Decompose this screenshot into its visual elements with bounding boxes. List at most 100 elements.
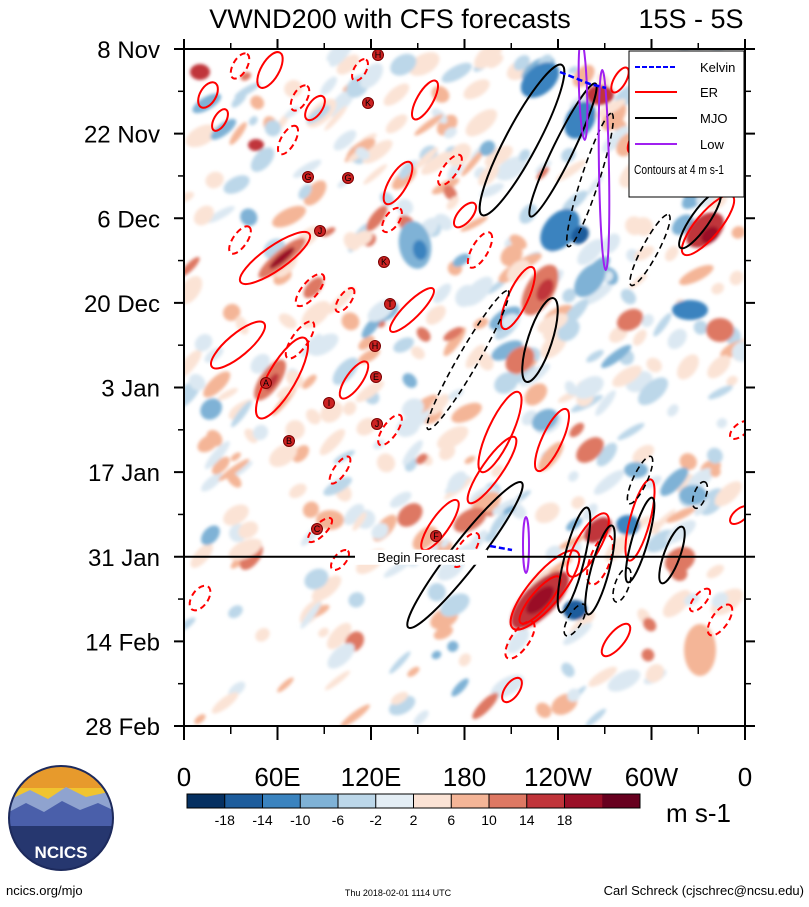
anomaly-blob: [321, 227, 336, 237]
anomaly-blob: [568, 66, 579, 74]
anomaly-blob: [285, 420, 305, 440]
anomaly-blob: [343, 503, 365, 526]
anomaly-blob: [389, 491, 412, 508]
storm-label: B: [286, 436, 292, 446]
wave-contour: [284, 320, 316, 360]
anomaly-blob: [672, 300, 708, 320]
wave-contour: [629, 213, 671, 287]
wave-contour: [624, 496, 656, 584]
anomaly-blob: [440, 538, 450, 548]
anomaly-blob: [685, 355, 695, 366]
footer-timestamp: Thu 2018-02-01 1114 UTC: [344, 888, 452, 898]
forecast-label-bg: [355, 549, 487, 565]
anomaly-blob: [561, 662, 575, 678]
storm-marker: [430, 530, 442, 542]
storm-marker: [384, 298, 396, 310]
anomaly-blob: [302, 374, 317, 389]
anomaly-blob: [616, 308, 644, 332]
anomaly-blob: [568, 471, 579, 482]
anomaly-blob: [248, 116, 258, 126]
anomaly-blob: [502, 505, 516, 515]
anomaly-blob: [184, 191, 194, 203]
anomaly-blob: [660, 467, 689, 496]
wave-contour: [229, 52, 251, 80]
wave-contours: [188, 49, 745, 704]
anomaly-blob: [218, 458, 250, 482]
wave-contour: [691, 480, 709, 510]
anomaly-blob: [513, 55, 530, 71]
anomaly-blob: [303, 180, 327, 206]
anomaly-blob: [311, 575, 342, 602]
anomaly-blob: [269, 247, 295, 269]
anomaly-blob: [569, 422, 585, 438]
anomaly-blob: [223, 504, 249, 526]
axes: 8 Nov 22 Nov 6 Dec 20 Dec 3 Jan 17 Jan 31 Jan 1…: [84, 37, 755, 792]
anomaly-blob: [319, 429, 346, 456]
anomaly-blob: [461, 149, 485, 177]
storm-marker: [260, 377, 272, 389]
storm-label: J: [318, 226, 323, 236]
x-tick-label: 0: [177, 762, 191, 792]
anomaly-blob: [250, 353, 271, 374]
anomaly-blob: [240, 208, 258, 227]
anomaly-blob: [184, 349, 202, 379]
anomaly-blob: [277, 677, 294, 693]
anomaly-blob: [593, 469, 625, 495]
wave-contour: [334, 287, 356, 313]
x-tick-label: 180: [443, 762, 486, 792]
anomaly-blob: [509, 234, 527, 250]
anomaly-blob: [453, 507, 487, 533]
anomaly-blob: [278, 313, 297, 329]
anomaly-blob: [192, 93, 222, 114]
anomaly-blob: [500, 244, 523, 267]
wave-contour: [584, 524, 616, 616]
wave-contour: [452, 201, 478, 229]
wave-contour: [612, 567, 632, 603]
x-tick-label: 120W: [524, 762, 592, 792]
colorbar-swatch: [526, 794, 565, 808]
colorbar-swatch: [224, 794, 263, 808]
anomaly-blob: [563, 622, 592, 646]
wave-contour: [626, 455, 654, 505]
wave-contour: [382, 160, 414, 206]
storm-label: K: [381, 257, 387, 267]
wave-contour: [577, 49, 589, 141]
anomaly-blob: [536, 279, 554, 301]
anomaly-blob: [194, 714, 206, 725]
anomaly-blob: [664, 546, 696, 574]
y-tick-label: 17 Jan: [88, 460, 160, 487]
anomaly-blob: [601, 233, 621, 254]
anomaly-blob: [465, 109, 498, 137]
wave-contour: [389, 287, 435, 333]
anomaly-blob: [535, 502, 560, 524]
wave-contour: [197, 81, 219, 109]
anomaly-blob: [549, 558, 573, 574]
wave-contour: [729, 420, 745, 440]
kelvin-contour: [489, 544, 513, 552]
y-tick-label: 20 Dec: [84, 291, 160, 318]
anomaly-blob: [413, 710, 429, 726]
anomaly-blob: [519, 204, 538, 224]
anomaly-blob: [451, 402, 482, 423]
colorbar-swatch: [187, 794, 226, 808]
storm-marker: [311, 523, 323, 535]
anomaly-blob: [185, 124, 218, 148]
anomaly-blob: [385, 114, 408, 134]
anomaly-blob: [407, 666, 420, 677]
anomaly-blob: [431, 85, 450, 103]
footer-url[interactable]: ncics.org/mjo: [6, 883, 83, 898]
wave-contour: [600, 622, 632, 658]
storm-marker: [362, 97, 374, 109]
anomaly-blob: [269, 443, 298, 467]
anomaly-blob: [624, 462, 648, 478]
logo-text: NCICS: [35, 843, 88, 862]
anomaly-blob: [255, 627, 270, 642]
legend-mjo-label: MJO: [700, 111, 727, 126]
anomaly-blob: [414, 147, 438, 170]
colorbar-label: -6: [332, 812, 345, 828]
colorbar-label: 14: [519, 812, 535, 828]
anomaly-blob: [437, 426, 469, 450]
anomaly-blob: [340, 704, 370, 726]
wave-contour: [586, 534, 614, 586]
anomaly-blob: [577, 239, 604, 266]
